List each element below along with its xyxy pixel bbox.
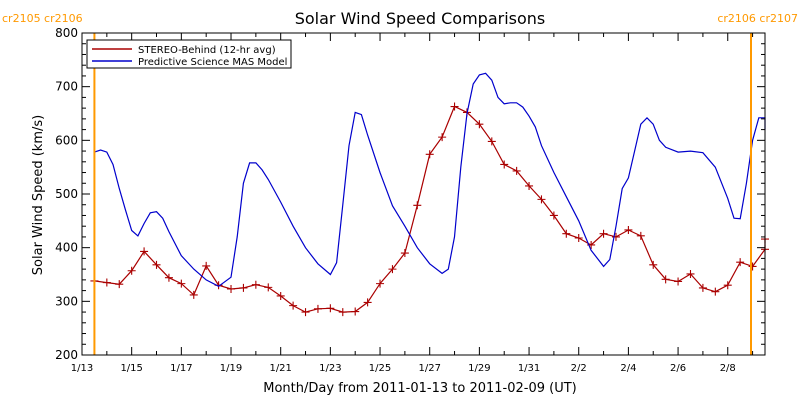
y-axis-label: Solar Wind Speed (km/s) <box>31 115 46 275</box>
data-point <box>562 229 571 238</box>
data-point <box>313 304 322 313</box>
x-tick-label: 2/4 <box>620 363 636 374</box>
y-tick-label: 700 <box>55 80 78 94</box>
series-line <box>94 72 766 288</box>
data-point <box>649 260 658 269</box>
data-point <box>376 279 385 288</box>
data-point <box>425 150 434 159</box>
data-point <box>127 266 136 275</box>
x-tick-label: 1/17 <box>170 363 192 374</box>
data-point <box>736 258 745 267</box>
x-tick-label: 1/27 <box>418 363 440 374</box>
y-tick-label: 300 <box>55 294 78 308</box>
x-tick-label: 2/2 <box>571 363 587 374</box>
data-point <box>450 102 459 111</box>
data-point <box>748 262 757 271</box>
data-point <box>189 290 198 299</box>
legend-entry: STEREO-Behind (12-hr avg) <box>138 45 276 56</box>
data-point <box>227 284 236 293</box>
data-point <box>487 137 496 146</box>
x-tick-label: 2/6 <box>670 363 686 374</box>
data-point <box>500 160 509 169</box>
x-tick-label: 1/15 <box>120 363 142 374</box>
legend-entry: Predictive Science MAS Model <box>138 57 287 68</box>
data-point <box>152 260 161 269</box>
x-tick-label: 1/19 <box>220 363 242 374</box>
data-point <box>413 201 422 210</box>
rotation-markers: cr2105 cr2106 cr2106 cr2107 <box>2 12 798 355</box>
data-point <box>351 307 360 316</box>
data-point <box>674 277 683 286</box>
y-tick-label: 500 <box>55 187 78 201</box>
axes: 200 300 400 500 600 700 800 1/13 1/15 1/17 1/19 1/2… <box>55 26 766 374</box>
data-point <box>164 273 173 282</box>
data-point <box>574 234 583 243</box>
x-tick-label: 1/31 <box>518 363 540 374</box>
data-point <box>698 283 707 292</box>
series-line <box>94 105 766 313</box>
y-tick-label: 200 <box>55 348 78 362</box>
data-point <box>363 298 372 307</box>
data-point <box>636 231 645 240</box>
y-tick-label: 400 <box>55 241 78 255</box>
data-point <box>202 261 211 270</box>
data-point <box>599 229 608 238</box>
x-tick-label: 1/29 <box>468 363 490 374</box>
series-stereo-behind <box>90 102 769 317</box>
data-point <box>537 195 546 204</box>
rotation-boundary-label: cr2106 cr2107 <box>717 12 798 25</box>
x-axis-label: Month/Day from 2011-01-13 to 2011-02-09 … <box>263 381 576 396</box>
data-point <box>438 133 447 142</box>
x-tick-label: 1/23 <box>319 363 341 374</box>
data-point <box>525 181 534 190</box>
data-point <box>326 304 335 313</box>
data-point <box>661 275 670 284</box>
data-point <box>711 287 720 296</box>
data-point <box>239 283 248 292</box>
chart-title: Solar Wind Speed Comparisons <box>295 9 546 28</box>
data-point <box>140 247 149 256</box>
data-point <box>115 280 124 289</box>
data-point <box>251 280 260 289</box>
x-tick-label: 1/21 <box>269 363 291 374</box>
data-point <box>338 308 347 317</box>
plot-frame <box>81 32 766 356</box>
series-mas-model <box>94 72 766 288</box>
data-point <box>723 281 732 290</box>
data-point <box>512 166 521 175</box>
data-point <box>264 283 273 292</box>
legend-box <box>86 39 292 69</box>
y-tick-label: 800 <box>55 26 78 40</box>
data-point <box>400 249 409 258</box>
data-point <box>624 225 633 234</box>
data-point <box>301 308 310 317</box>
data-point <box>102 278 111 287</box>
x-tick-label: 1/13 <box>71 363 93 374</box>
series-layer <box>90 72 769 317</box>
data-point <box>289 301 298 310</box>
data-point <box>388 265 397 274</box>
data-point <box>686 269 695 278</box>
data-point <box>276 291 285 300</box>
data-point <box>611 232 620 241</box>
x-tick-label: 2/8 <box>720 363 736 374</box>
y-tick-label: 600 <box>55 133 78 147</box>
data-point <box>475 120 484 129</box>
rotation-boundary-label: cr2105 cr2106 <box>2 12 83 25</box>
legend: STEREO-Behind (12-hr avg)Predictive Scie… <box>86 39 292 69</box>
data-point <box>177 279 186 288</box>
data-point <box>549 211 558 220</box>
x-tick-label: 1/25 <box>369 363 391 374</box>
